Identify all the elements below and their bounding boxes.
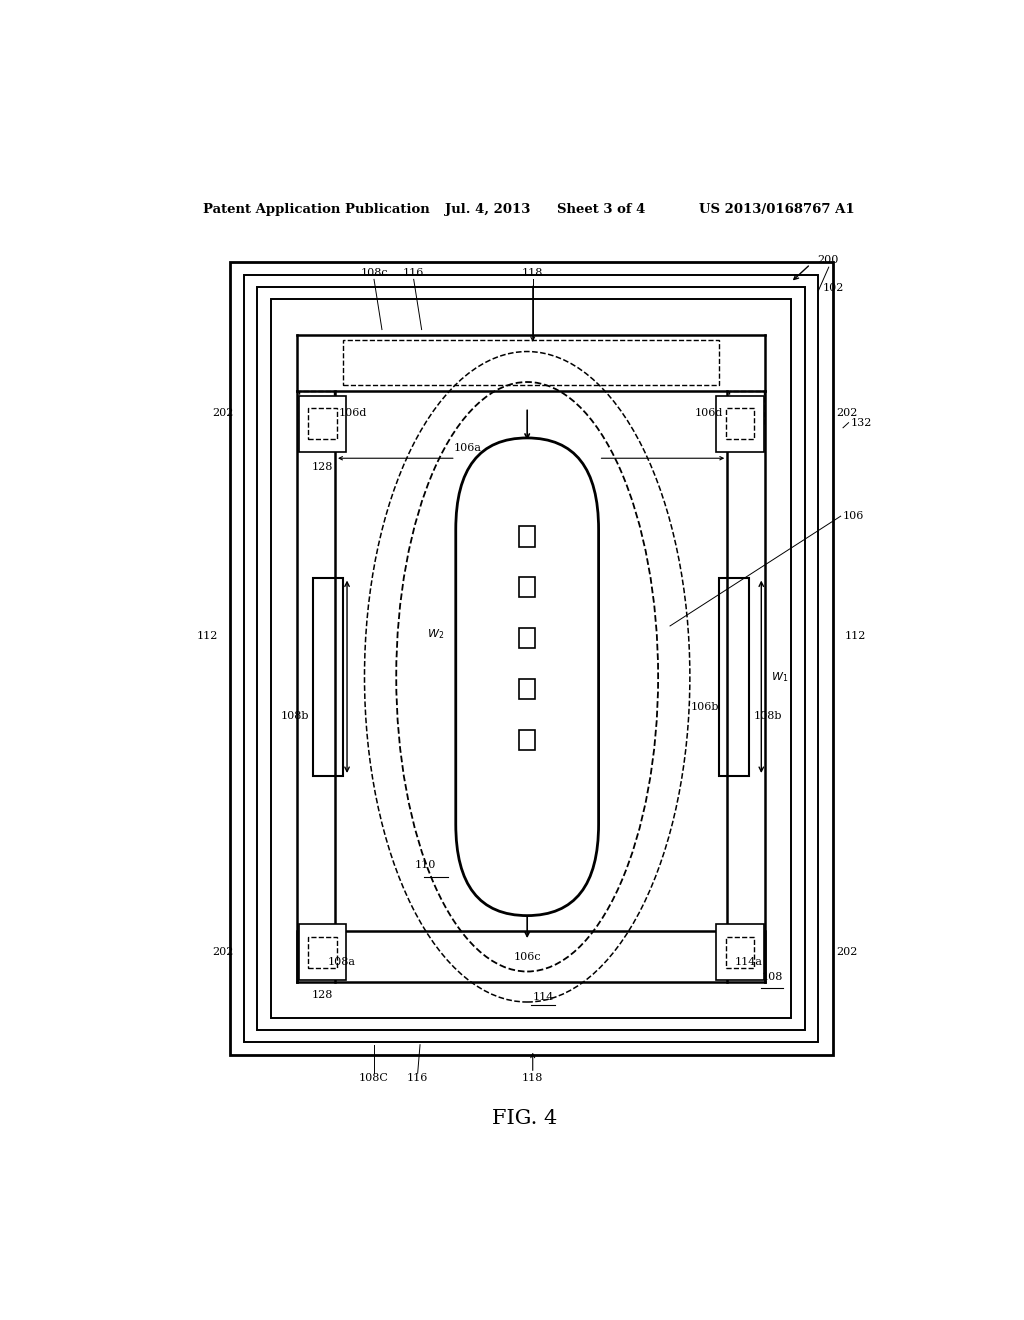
Text: FIG. 4: FIG. 4 bbox=[493, 1109, 557, 1129]
FancyBboxPatch shape bbox=[456, 438, 599, 916]
Text: 118: 118 bbox=[522, 1073, 544, 1084]
Text: 200: 200 bbox=[817, 255, 839, 265]
Bar bbox=[257, 286, 805, 1030]
Text: 130: 130 bbox=[559, 684, 581, 694]
Bar bbox=[308, 408, 337, 440]
Bar bbox=[299, 396, 346, 451]
Text: 114a: 114a bbox=[735, 957, 763, 968]
Text: 116: 116 bbox=[407, 1073, 428, 1084]
Bar bbox=[726, 937, 754, 968]
Text: 116: 116 bbox=[403, 268, 424, 279]
Text: Jul. 4, 2013: Jul. 4, 2013 bbox=[445, 203, 530, 215]
Text: 102: 102 bbox=[822, 284, 844, 293]
Text: 106c: 106c bbox=[501, 444, 528, 453]
Text: 130: 130 bbox=[559, 634, 581, 643]
Text: 202: 202 bbox=[837, 408, 858, 418]
Bar bbox=[299, 391, 334, 426]
Text: 106b: 106b bbox=[691, 702, 719, 713]
Text: 108: 108 bbox=[761, 973, 782, 982]
Bar bbox=[519, 527, 536, 546]
Text: 128: 128 bbox=[311, 990, 333, 1001]
Text: 108b: 108b bbox=[281, 711, 309, 722]
Text: 106c: 106c bbox=[513, 952, 541, 962]
Text: 108b: 108b bbox=[754, 711, 782, 722]
Bar bbox=[308, 937, 337, 968]
Bar bbox=[519, 678, 536, 700]
Bar bbox=[519, 577, 536, 598]
Text: Sheet 3 of 4: Sheet 3 of 4 bbox=[557, 203, 645, 215]
Bar bbox=[726, 408, 754, 440]
Bar bbox=[229, 263, 833, 1055]
Text: 202: 202 bbox=[837, 948, 858, 957]
Text: $W_1$: $W_1$ bbox=[771, 669, 788, 684]
Bar bbox=[519, 730, 536, 750]
Bar bbox=[519, 628, 536, 648]
Text: 128: 128 bbox=[311, 462, 333, 471]
Text: 110: 110 bbox=[415, 859, 436, 870]
Text: 202: 202 bbox=[212, 408, 233, 418]
Text: 114: 114 bbox=[532, 993, 554, 1002]
Bar bbox=[313, 578, 343, 776]
Bar bbox=[343, 339, 719, 385]
Bar bbox=[729, 391, 764, 426]
Text: 130: 130 bbox=[559, 532, 581, 541]
Text: 112: 112 bbox=[845, 631, 866, 642]
Text: 132: 132 bbox=[850, 417, 871, 428]
Text: 108c: 108c bbox=[360, 268, 388, 279]
Text: 108C: 108C bbox=[359, 1073, 389, 1084]
Text: $W_2$: $W_2$ bbox=[427, 627, 443, 642]
Text: 106d: 106d bbox=[695, 408, 723, 417]
Bar bbox=[244, 275, 818, 1041]
Bar bbox=[299, 924, 346, 981]
Text: Patent Application Publication: Patent Application Publication bbox=[204, 203, 430, 215]
Text: 106a: 106a bbox=[454, 444, 481, 453]
Text: 130: 130 bbox=[559, 582, 581, 593]
Text: 106: 106 bbox=[842, 511, 863, 521]
Text: 108a: 108a bbox=[328, 957, 355, 968]
Text: 130: 130 bbox=[559, 735, 581, 744]
Bar bbox=[719, 578, 750, 776]
Bar bbox=[716, 924, 764, 981]
Text: 106d: 106d bbox=[339, 408, 368, 417]
Text: 202: 202 bbox=[212, 948, 233, 957]
Text: US 2013/0168767 A1: US 2013/0168767 A1 bbox=[699, 203, 855, 215]
Text: 112: 112 bbox=[197, 631, 218, 642]
Text: 118: 118 bbox=[522, 268, 544, 279]
Bar bbox=[270, 300, 792, 1018]
Bar bbox=[716, 396, 764, 451]
